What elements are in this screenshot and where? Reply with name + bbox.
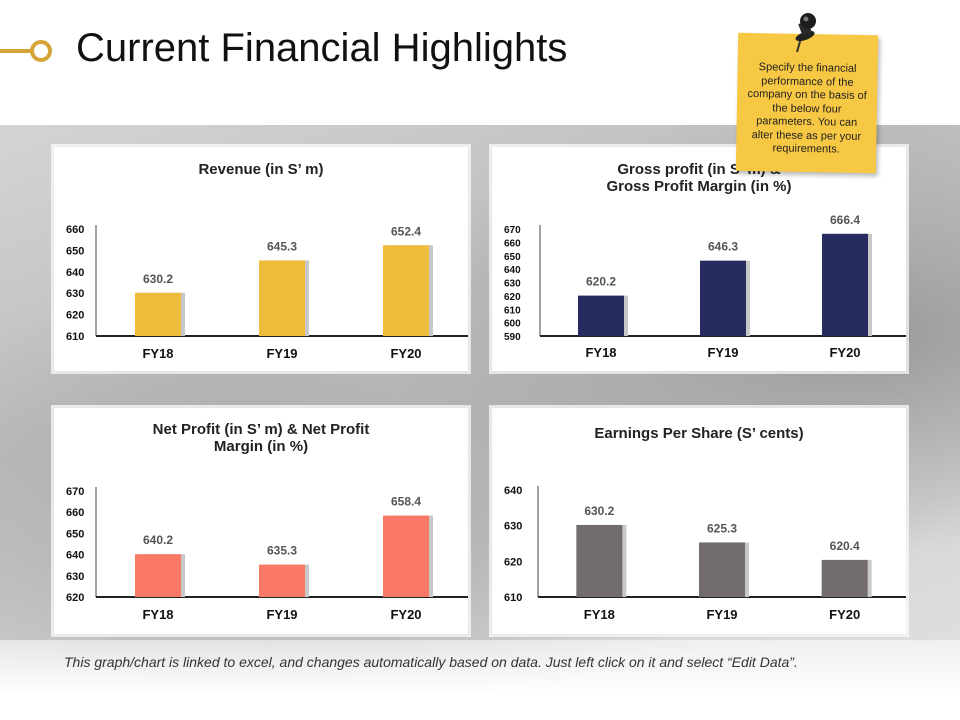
- bar-fy20: [383, 245, 429, 336]
- pushpin-icon: [795, 13, 816, 53]
- category-label: FY19: [266, 346, 297, 361]
- y-tick-label: 640: [66, 267, 84, 279]
- gross-profit-chart-panel: Gross profit (in S’ m) & Gross Profit Ma…: [492, 147, 906, 371]
- category-label: FY20: [390, 607, 421, 622]
- net-profit-bar-chart: 620 630 640 650 660 670 640.2 FY18 635.3 FY19 658.…: [66, 486, 468, 622]
- y-tick-label: 660: [66, 224, 84, 236]
- y-tick-label: 600: [504, 319, 521, 330]
- bar-fy18: [578, 295, 624, 336]
- page-title: Current Financial Highlights: [76, 26, 568, 70]
- category-label: FY18: [585, 345, 616, 360]
- category-label: FY19: [706, 607, 737, 622]
- data-label: 666.4: [830, 213, 860, 227]
- bar-fy20: [821, 559, 868, 597]
- bar-fy19: [259, 564, 305, 597]
- revenue-chart-title: Revenue (in S’ m): [74, 161, 448, 178]
- bar-fy19: [700, 260, 746, 336]
- category-label: FY18: [584, 607, 615, 622]
- bar-fy19: [699, 542, 745, 597]
- data-label: 640.2: [143, 533, 173, 547]
- y-tick-label: 620: [66, 310, 84, 322]
- eps-chart-title-line: Earnings Per Share (S’ cents): [594, 425, 804, 442]
- y-tick-label: 630: [504, 279, 521, 290]
- y-tick-label: 640: [504, 265, 521, 276]
- y-tick-label: 590: [504, 332, 521, 343]
- data-label: 635.3: [267, 544, 297, 558]
- eps-chart-title: Earnings Per Share (S’ cents): [512, 425, 886, 442]
- gross-profit-chart-title-line: Gross Profit Margin (in %): [606, 178, 792, 195]
- y-tick-label: 630: [66, 571, 84, 583]
- data-label: 620.2: [586, 275, 616, 289]
- bar-fy20: [822, 233, 868, 336]
- data-label: 658.4: [391, 495, 421, 509]
- sticky-note-text: Specify the financial performance of the…: [747, 61, 867, 156]
- y-tick-label: 620: [504, 556, 522, 568]
- data-label: 620.4: [830, 539, 860, 553]
- net-profit-chart-title-line: Margin (in %): [213, 438, 309, 455]
- category-label: FY20: [829, 345, 860, 360]
- revenue-chart-panel: Revenue (in S’ m) 610 620 630 640 650 660 630.…: [54, 147, 468, 371]
- revenue-chart-title-line: Revenue (in S’ m): [198, 161, 324, 178]
- category-label: FY19: [707, 345, 738, 360]
- gross-profit-bar-chart: 590 600 610 620 630 640 650 660 670 620.2 FY18 646.…: [504, 213, 906, 360]
- bar-fy18: [135, 554, 181, 597]
- category-label: FY20: [390, 346, 421, 361]
- y-tick-label: 610: [66, 331, 84, 343]
- y-tick-label: 640: [504, 485, 522, 497]
- y-tick-label: 660: [66, 507, 84, 519]
- bar-fy19: [259, 260, 305, 336]
- net-profit-chart-title: Net Profit (in S’ m) & Net Profit Margin…: [74, 421, 448, 455]
- y-tick-label: 630: [504, 521, 522, 533]
- y-tick-label: 610: [504, 592, 522, 604]
- y-tick-label: 630: [66, 288, 84, 300]
- data-label: 630.2: [584, 504, 614, 518]
- category-label: FY18: [142, 346, 173, 361]
- bar-fy18: [135, 292, 181, 336]
- data-label: 625.3: [707, 521, 737, 535]
- footer-note: This graph/chart is linked to excel, and…: [64, 654, 798, 670]
- y-tick-label: 660: [504, 238, 521, 249]
- y-tick-label: 610: [504, 305, 521, 316]
- y-tick-label: 650: [66, 245, 84, 257]
- bar-fy20: [383, 515, 429, 597]
- net-profit-chart-title-line: Net Profit (in S’ m) & Net Profit: [152, 421, 370, 438]
- category-label: FY18: [142, 607, 173, 622]
- background-fade: [0, 640, 960, 720]
- data-label: 630.2: [143, 272, 173, 286]
- bar-fy18: [576, 524, 623, 597]
- category-label: FY19: [266, 607, 297, 622]
- net-profit-chart-panel: Net Profit (in S’ m) & Net Profit Margin…: [54, 408, 468, 634]
- y-tick-label: 650: [66, 528, 84, 540]
- revenue-bar-chart: 610 620 630 640 650 660 630.2 FY18 645.3 FY19 652.…: [66, 224, 468, 361]
- eps-bar-chart: 610 620 630 640 630.2 FY18 625.3 FY19 620.4 FY20: [504, 485, 906, 622]
- category-label: FY20: [829, 607, 860, 622]
- y-tick-label: 640: [66, 550, 84, 562]
- data-label: 646.3: [708, 240, 738, 254]
- y-tick-label: 620: [66, 592, 84, 604]
- y-tick-label: 670: [66, 486, 84, 498]
- eps-chart-panel: Earnings Per Share (S’ cents) 610 620 630 6…: [492, 408, 906, 634]
- data-label: 645.3: [267, 239, 297, 253]
- data-label: 652.4: [391, 224, 421, 238]
- y-tick-label: 620: [504, 292, 521, 303]
- y-tick-label: 670: [504, 225, 521, 236]
- y-tick-label: 650: [504, 252, 521, 263]
- title-decoration-icon: [0, 40, 52, 62]
